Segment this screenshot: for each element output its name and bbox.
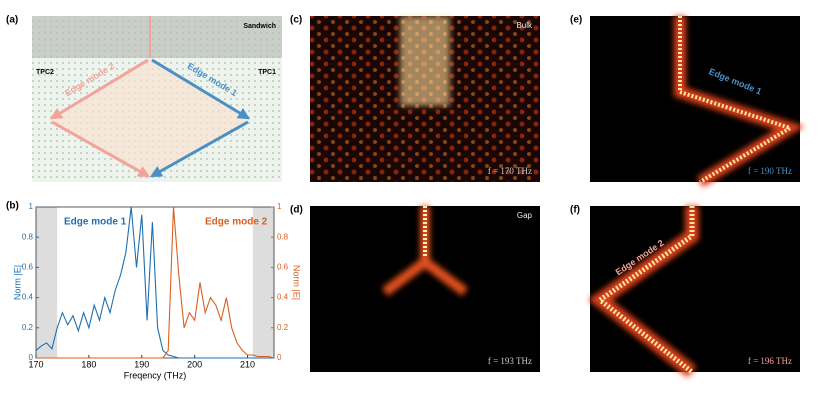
y-tick-label: 0.6	[22, 263, 34, 272]
y2-tick-label: 0.8	[277, 232, 289, 241]
y2-tick-label: 0.4	[277, 293, 289, 302]
frequency: f = 196 THz	[748, 356, 792, 366]
panel-label: (f)	[570, 205, 580, 216]
series-line	[35, 206, 274, 359]
x-axis-label: Freqency (THz)	[124, 370, 187, 380]
frequency: f = 193 THz	[488, 356, 532, 366]
panel-label: (b)	[6, 201, 19, 212]
spectrum-plot: 170 180 190 200 210 0 0.2 0.4 0.6 0.8 1 0 0.2 0.4 0.6 0…	[12, 202, 301, 380]
y-tick-label: 1	[29, 202, 34, 211]
region-label: TPC1	[258, 69, 276, 76]
panel-label: (d)	[290, 205, 303, 216]
panel-e: (e) Edge mode 1 f = 190 THz	[570, 15, 805, 188]
bulk-band	[36, 207, 58, 358]
field-core	[678, 16, 795, 184]
x-tick-label: 170	[28, 359, 43, 369]
frequency: f = 190 THz	[748, 166, 792, 176]
legend-entry: Edge mode 1	[64, 217, 127, 228]
y-tick-label: 0.8	[22, 232, 34, 241]
y-tick-label: 0	[29, 353, 34, 362]
panel-f: (f) Edge mode 2 f = 196 THz	[570, 205, 800, 378]
panel-label: (c)	[290, 15, 302, 26]
y2-tick-label: 0.2	[277, 323, 289, 332]
tag: Gap	[517, 211, 533, 220]
panel-d: (d) Gap f = 193 THz	[290, 205, 540, 372]
field-core	[595, 206, 695, 374]
bulk-band	[252, 207, 274, 358]
x-tick-label: 180	[81, 359, 96, 369]
region-label: TPC2	[36, 69, 54, 76]
legend-entry: Edge mode 2	[205, 217, 268, 228]
series-line	[36, 206, 275, 359]
arrow	[149, 120, 249, 178]
y2-tick-label: 0	[277, 353, 282, 362]
arrow	[49, 58, 149, 120]
hot-spot	[400, 16, 450, 106]
arrow	[151, 58, 251, 120]
y2-axis-label: Norm |E|	[292, 265, 302, 300]
sandwich-region	[32, 16, 282, 58]
panel-a: (a) Sandwich TPC2 TPC1 Edge mode 2 Edge …	[6, 15, 282, 182]
panel-c: (c) Bulk f = 170 THz	[290, 15, 540, 182]
region-label: Sandwich	[243, 23, 276, 30]
arrow	[51, 120, 151, 178]
tag: Bulk	[516, 21, 533, 30]
panel-label: (a)	[6, 15, 18, 26]
y-axis-label: Norm |E|	[12, 265, 22, 300]
x-tick-label: 210	[240, 359, 255, 369]
y2-tick-label: 1	[277, 202, 282, 211]
y2-tick-label: 0.6	[277, 263, 289, 272]
x-tick-label: 200	[187, 359, 202, 369]
y-tick-label: 0.4	[22, 293, 34, 302]
frequency: f = 170 THz	[488, 166, 532, 176]
panel-label: (e)	[570, 15, 582, 26]
x-tick-label: 190	[134, 359, 149, 369]
y-tick-label: 0.2	[22, 323, 34, 332]
